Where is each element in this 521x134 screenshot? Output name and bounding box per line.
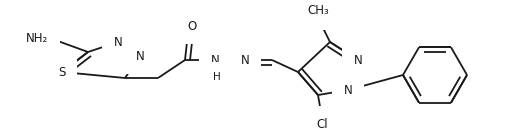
Text: CH₃: CH₃ <box>304 5 326 18</box>
Text: N: N <box>210 53 219 66</box>
Text: N: N <box>135 49 144 62</box>
Text: N: N <box>114 36 122 49</box>
Text: Cl: Cl <box>316 118 328 131</box>
Text: N: N <box>344 83 352 96</box>
Text: O: O <box>188 20 196 33</box>
Text: NH₂: NH₂ <box>26 31 48 44</box>
Text: S: S <box>58 66 66 79</box>
Text: NH₂: NH₂ <box>26 29 48 42</box>
Text: N: N <box>114 36 122 49</box>
Text: N: N <box>354 53 363 66</box>
Text: O: O <box>188 20 196 33</box>
Text: N: N <box>354 53 363 66</box>
Text: N: N <box>344 83 352 96</box>
Text: N: N <box>241 53 250 66</box>
Text: Cl: Cl <box>316 118 328 131</box>
Text: N: N <box>135 49 144 62</box>
Text: H: H <box>211 72 219 82</box>
Text: S: S <box>58 66 66 79</box>
Text: H: H <box>213 72 221 82</box>
Text: CH₃: CH₃ <box>307 3 329 16</box>
Text: N: N <box>210 53 219 66</box>
Text: N: N <box>241 53 250 66</box>
